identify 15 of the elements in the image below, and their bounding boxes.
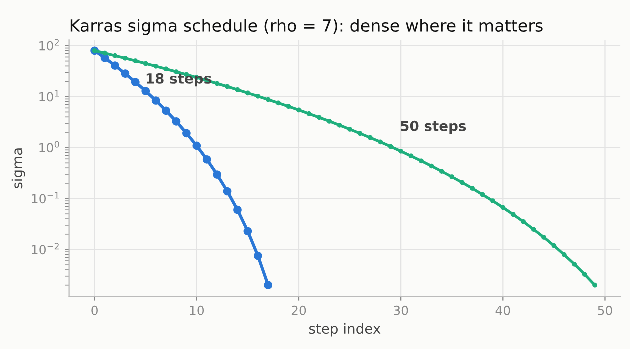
x-tick-label: 30 bbox=[394, 306, 408, 316]
annotation: 50 steps bbox=[401, 120, 466, 134]
y-tick-label: 10$^{0}$ bbox=[40, 141, 60, 153]
x-tick-label: 20 bbox=[292, 306, 306, 316]
y-tick-label: 10$^{−1}$ bbox=[32, 192, 60, 204]
x-axis-title: step index bbox=[309, 323, 381, 337]
y-tick-label: 10$^{−2}$ bbox=[32, 243, 59, 255]
x-tick-label: 10 bbox=[190, 306, 204, 316]
x-tick-label: 50 bbox=[598, 306, 612, 316]
y-tick-label: 10$^{1}$ bbox=[40, 90, 60, 102]
y-axis-title: sigma bbox=[12, 148, 26, 189]
x-tick-label: 40 bbox=[496, 306, 510, 316]
chart-title: Karras sigma schedule (rho = 7): dense where it matters bbox=[70, 19, 543, 36]
y-tick-label: 10$^{2}$ bbox=[40, 39, 59, 51]
x-tick-label: 0 bbox=[92, 306, 98, 316]
